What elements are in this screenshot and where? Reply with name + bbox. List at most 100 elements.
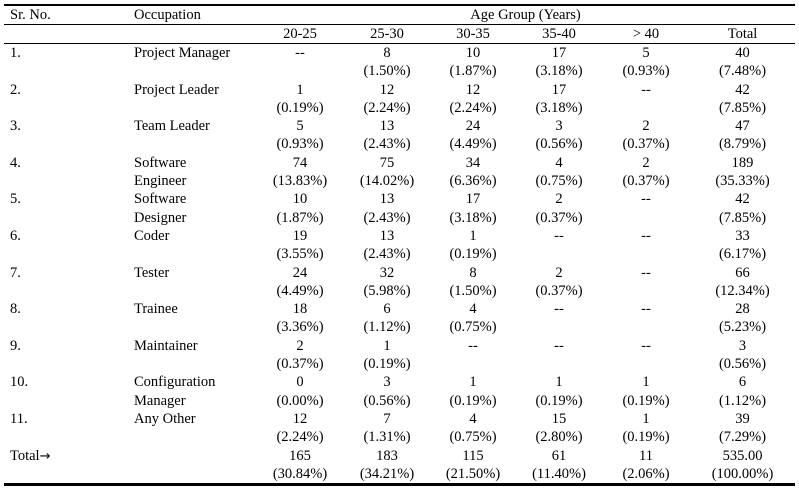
value-cell-line: (1.87%) [449,63,497,80]
total-value-cell-line: (34.21%) [359,465,415,482]
value-cell-line: -- [641,191,651,208]
sr-no-cell: 8. [10,301,21,318]
value-cell: 75 (14.02%) [344,154,430,191]
value-cell-line: -- [641,264,651,281]
value-cell-line: (3.36%) [276,319,324,336]
value-cell-line: (14.02%) [359,173,415,190]
value-cell-line: 1 [642,410,650,427]
value-cell: 17 (3.18%) [430,190,516,227]
value-cell: 1 (0.19%) [430,227,516,264]
value-cell-line [602,209,690,227]
value-cell: 7 (1.31%) [344,410,430,447]
value-cell-line: (3.18%) [535,99,583,116]
value-cell-line: 12 [292,410,308,427]
value-cell-line: 10 [465,45,481,61]
occupation-cell-line: Configuration [134,374,216,391]
value-cell-line [430,355,516,373]
occupation-cell: Coder [132,227,256,264]
occupation-cell-line: Software [134,154,187,171]
value-cell-line: 1 [469,227,477,244]
occupation-cell: Any Other [132,410,256,447]
occupation-cell: Maintainer [132,337,256,374]
value-cell-line: (2.80%) [535,429,583,446]
value-cell: 6 (1.12%) [344,300,430,337]
occupation-cell-line [134,318,256,336]
value-cell-line: 3 [555,118,563,135]
value-cell: 12 (2.24%) [430,81,516,118]
value-cell: 40 (7.48%) [690,44,795,81]
value-cell: 2 (0.37%) [516,264,602,301]
value-cell: 18 (3.36%) [256,300,344,337]
value-cell: 1 (0.19%) [256,81,344,118]
value-cell-line: 33 [735,227,750,244]
value-cell: 17 (3.18%) [516,44,602,81]
value-cell: 4 (0.75%) [516,154,602,191]
value-cell-line: -- [641,227,651,244]
total-row: Total→ 165 (30.84%) 183 (34.21%) 115 (21.50%) 6… [4,447,795,485]
value-cell-line: (2.43%) [363,246,411,263]
value-cell-line: 1 [642,374,650,391]
header-age-over-40: > 40 [602,24,690,44]
value-cell: 13 (2.43%) [344,227,430,264]
table-row: 7. Tester 24 (4.49%) 32 (5.98%) 8 (1.50%) 2 (0.37… [4,264,795,301]
total-value-cell-line: (11.40%) [532,465,586,482]
value-cell-line: (0.75%) [449,429,497,446]
occupation-cell-line: Project Leader [134,81,219,98]
value-cell-line: -- [468,337,478,354]
value-cell-line: (0.93%) [622,63,670,80]
value-cell-line: 10 [292,191,308,208]
value-cell-line: 15 [551,410,567,427]
value-cell-line: 39 [735,410,750,427]
value-cell-line [256,62,344,80]
value-cell-line: 1 [469,374,477,391]
value-cell: 15 (2.80%) [516,410,602,447]
value-cell-line: 3 [383,374,391,391]
header-age-25-30: 25-30 [344,24,430,44]
value-cell-line: 13 [379,118,395,135]
value-cell: 6 (1.12%) [690,373,795,410]
value-cell: 12 (2.24%) [256,410,344,447]
occupation-cell-line: Engineer [134,173,187,190]
value-cell-line: 17 [551,45,567,61]
value-cell: 5 (0.93%) [602,44,690,81]
total-value-cell-line: 61 [551,447,567,464]
occupation-age-table: Sr. No. Occupation Age Group (Years) 20-… [4,4,796,487]
value-cell-line: (0.93%) [276,136,324,153]
value-cell: -- [516,300,602,337]
value-cell: 13 (2.43%) [344,190,430,227]
value-cell: 39 (7.29%) [690,410,795,447]
table-row: 8. Trainee 18 (3.36%) 6 (1.12%) 4 (0.75%) -- -- 28… [4,300,795,337]
value-cell: 189 (35.33%) [690,154,795,191]
sr-no-cell: 11. [10,410,28,427]
value-cell-line [602,355,690,373]
total-blank-cell [132,447,256,485]
value-cell-line: (0.00%) [276,392,324,409]
sr-no-cell: 1. [10,45,21,61]
value-cell-line: (0.37%) [535,209,583,226]
sr-no-cell: 9. [10,337,21,354]
value-cell-line: 17 [551,81,567,98]
value-cell-line: (0.75%) [449,319,497,336]
value-cell: 1 (0.19%) [516,373,602,410]
value-cell: 66 (12.34%) [690,264,795,301]
value-cell-line: 8 [469,264,477,281]
occupation-cell-line: Trainee [134,301,178,318]
occupation-cell-line: Manager [134,392,186,409]
value-cell-line: (0.19%) [276,99,324,116]
sr-no-cell: 6. [10,227,21,244]
value-cell: 3 (0.56%) [690,337,795,374]
value-cell: 74 (13.83%) [256,154,344,191]
value-cell-line: 6 [738,374,747,391]
value-cell-line: (3.55%) [276,246,324,263]
value-cell: 24 (4.49%) [430,117,516,154]
total-label-cell: Total→ [4,447,132,485]
table-row: 5. Software Designer 10 (1.87%) 13 (2.43%) 17 (3… [4,190,795,227]
value-cell: -- [602,337,690,374]
sr-no-cell: 2. [10,81,21,98]
occupation-cell-line [134,245,256,263]
occupation-cell-line: Tester [134,264,170,281]
value-cell: 5 (0.93%) [256,117,344,154]
value-cell-line: (1.50%) [449,282,497,299]
occupation-cell-line: Project Manager [134,45,231,61]
